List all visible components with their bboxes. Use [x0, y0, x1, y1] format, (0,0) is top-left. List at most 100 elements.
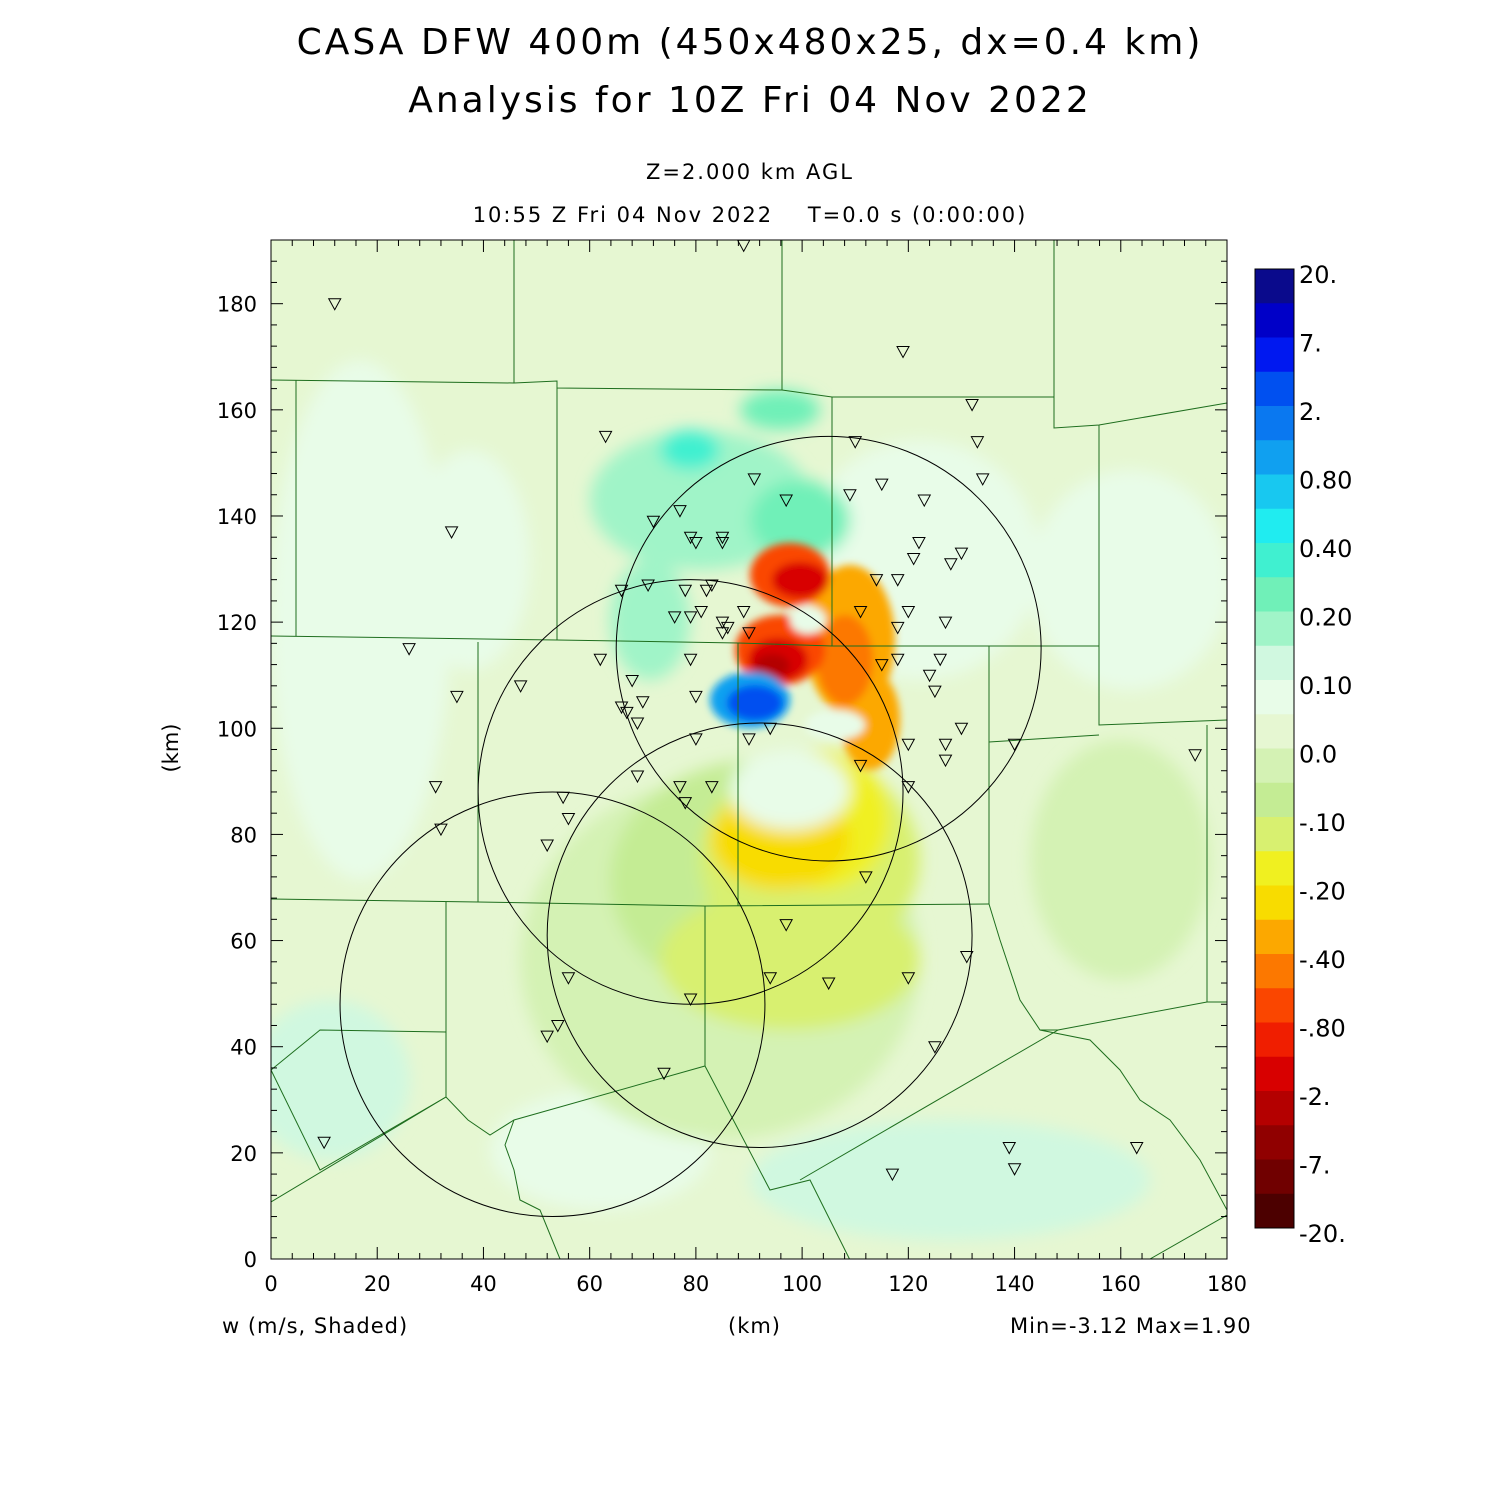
station-marker: [917, 494, 932, 508]
station-marker: [959, 950, 974, 964]
station-marker: [704, 781, 719, 794]
station-marker: [646, 515, 661, 529]
station-marker: [683, 653, 698, 667]
station-marker: [906, 552, 921, 566]
colorbar-label: -.40: [1299, 946, 1346, 974]
station-marker: [901, 781, 916, 794]
station-marker: [630, 717, 645, 731]
station-marker: [742, 627, 756, 640]
y-tick-label: 140: [217, 505, 257, 529]
y-tick-label: 100: [217, 717, 257, 741]
station-marker: [922, 669, 937, 683]
colorbar-swatch: [1255, 714, 1294, 749]
station-marker: [763, 972, 778, 985]
station-marker: [890, 574, 905, 587]
colorbar-swatch: [1255, 303, 1294, 338]
station-marker: [938, 616, 953, 630]
colorbar-label: -2.: [1299, 1083, 1331, 1111]
colorbar-label: -.10: [1299, 809, 1346, 837]
x-tick-label: 100: [782, 1272, 822, 1296]
field-label: w (m/s, Shaded): [222, 1314, 409, 1338]
station-marker: [402, 643, 416, 656]
y-tick-label: 60: [230, 930, 257, 954]
station-marker: [593, 653, 608, 667]
x-tick-label: 160: [1101, 1272, 1141, 1296]
x-tick-label: 40: [470, 1272, 497, 1296]
station-marker: [715, 627, 730, 640]
station-marker: [327, 298, 342, 311]
colorbar-swatch: [1255, 577, 1294, 612]
colorbar-swatch: [1255, 1125, 1294, 1160]
station-marker: [965, 399, 979, 412]
station-marker: [938, 754, 953, 768]
colorbar-label: -20.: [1299, 1220, 1346, 1248]
colorbar-swatch: [1255, 371, 1294, 407]
colorbar-label: 0.0: [1299, 741, 1337, 769]
y-axis: 0 20 40 60 80 100 120 140 160 180: [217, 239, 1227, 1272]
station-marker: [715, 537, 730, 550]
station-marker: [444, 526, 459, 539]
colorbar-swatch: [1255, 543, 1294, 578]
station-marker: [625, 675, 639, 688]
colorbar-swatch: [1255, 1091, 1294, 1126]
colorbar-label: 20.: [1299, 261, 1337, 289]
station-marker: [912, 537, 926, 550]
colorbar-swatch: [1255, 680, 1294, 715]
station-marker: [694, 606, 709, 619]
colorbar-swatch: [1255, 851, 1294, 886]
plot-title-line1: CASA DFW 400m (450x480x25, dx=0.4 km): [296, 22, 1204, 63]
station-marker: [550, 1019, 565, 1033]
x-tick-label: 140: [995, 1272, 1035, 1296]
station-marker: [933, 653, 948, 667]
station-marker: [928, 685, 942, 699]
x-tick-label: 20: [364, 1272, 391, 1296]
station-marker: [620, 706, 634, 720]
y-tick-label: 180: [217, 293, 257, 317]
station-marker: [317, 1136, 331, 1150]
station-marker: [1002, 1142, 1017, 1155]
w-field-shading: [271, 240, 1227, 1259]
station-marker: [779, 494, 794, 508]
radar-range-ring: [546, 722, 973, 1149]
county-boundaries: [271, 240, 1227, 1259]
colorbar-swatch: [1255, 406, 1294, 441]
station-marker: [747, 473, 762, 486]
station-marker: [901, 738, 916, 752]
colorbar-swatch: [1255, 508, 1294, 544]
station-marker: [853, 606, 868, 619]
colorbar-label: 0.40: [1299, 535, 1352, 563]
station-marker: [885, 1168, 900, 1182]
station-marker: [614, 584, 629, 598]
station-marker: [561, 972, 576, 985]
station-marker: [683, 611, 698, 624]
station-marker: [699, 584, 714, 598]
radar-range-ring: [615, 435, 1042, 862]
station-marker: [943, 558, 958, 571]
station-marker: [683, 993, 698, 1006]
station-marker: [1007, 738, 1022, 752]
colorbar-label: -7.: [1299, 1152, 1331, 1180]
station-marker: [641, 579, 655, 593]
y-tick-label: 40: [230, 1036, 257, 1060]
min-max-label: Min=-3.12 Max=1.90: [1010, 1314, 1252, 1338]
y-tick-label: 0: [244, 1248, 257, 1272]
station-marker: [673, 781, 687, 794]
station-markers: [317, 239, 1202, 1182]
station-marker: [556, 791, 570, 805]
station-marker: [434, 823, 448, 837]
station-marker: [821, 977, 836, 991]
station-marker: [689, 733, 703, 746]
station-marker: [561, 812, 576, 826]
station-marker: [1007, 1163, 1022, 1176]
radar-range-rings: [339, 435, 1042, 1218]
y-tick-label: 80: [230, 823, 257, 847]
colorbar: 20. 7. 2. 0.80 0.40 0.20 0.10 0.0 -.10 -.20 -.40 -.…: [1254, 261, 1352, 1248]
x-tick-label: 60: [576, 1272, 603, 1296]
station-marker: [763, 722, 778, 736]
colorbar-swatch: [1255, 817, 1294, 852]
y-tick-label: 120: [217, 611, 257, 635]
colorbar-swatch: [1255, 1159, 1294, 1195]
station-marker: [678, 584, 693, 598]
level-label: Z=2.000 km AGL: [645, 160, 855, 184]
colorbar-swatch: [1255, 885, 1294, 921]
